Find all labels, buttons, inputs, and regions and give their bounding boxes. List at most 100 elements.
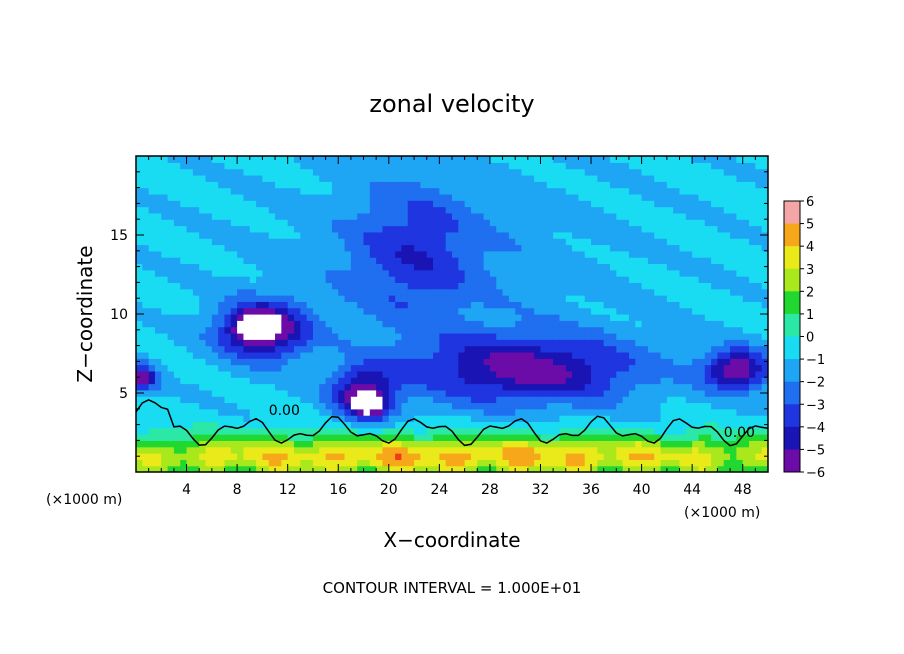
field-cell <box>287 181 295 189</box>
field-cell <box>369 364 377 372</box>
field-cell <box>433 320 440 328</box>
field-cell <box>527 244 535 252</box>
field-cell <box>218 377 226 385</box>
field-cell <box>357 408 365 416</box>
field-cell <box>521 257 529 265</box>
field-cell <box>502 358 510 366</box>
field-cell <box>287 307 295 315</box>
field-cell <box>148 396 156 404</box>
field-cell <box>173 162 181 170</box>
field-cell <box>433 396 440 404</box>
field-cell <box>458 307 466 315</box>
field-cell <box>591 370 598 378</box>
field-cell <box>666 370 674 378</box>
field-cell <box>578 162 586 170</box>
field-cell <box>591 427 598 435</box>
field-cell <box>376 219 384 227</box>
field-cell <box>325 263 333 271</box>
field-cell <box>603 295 611 302</box>
field-cell <box>508 453 516 460</box>
field-cell <box>508 162 516 170</box>
field-cell <box>553 383 561 391</box>
field-cell <box>319 269 327 277</box>
field-cell <box>275 225 282 233</box>
field-cell <box>654 345 662 353</box>
field-cell <box>243 326 251 334</box>
field-cell <box>211 446 219 454</box>
field-cell <box>287 389 295 397</box>
field-cell <box>578 187 586 195</box>
field-cell <box>692 269 700 277</box>
field-cell <box>306 351 314 359</box>
field-cell <box>363 396 371 404</box>
field-cell <box>730 320 737 328</box>
field-cell <box>553 427 561 435</box>
field-cell <box>685 231 693 239</box>
field-cell <box>464 193 472 201</box>
field-cell <box>376 276 384 283</box>
field-cell <box>369 250 377 258</box>
field-cell <box>230 389 238 397</box>
field-cell <box>306 446 314 454</box>
field-cell <box>294 276 301 283</box>
field-cell <box>692 389 700 397</box>
field-cell <box>407 244 415 252</box>
field-cell <box>730 263 737 271</box>
field-cell <box>395 383 403 391</box>
field-cell <box>173 465 181 472</box>
field-cell <box>673 326 681 334</box>
field-cell <box>452 389 459 397</box>
field-cell <box>338 408 346 416</box>
field-cell <box>306 244 314 252</box>
field-cell <box>628 345 636 353</box>
field-cell <box>685 440 693 448</box>
field-cell <box>294 364 301 372</box>
field-cell <box>275 156 282 163</box>
field-cell <box>597 257 605 265</box>
field-cell <box>275 174 282 182</box>
field-cell <box>363 339 371 347</box>
field-cell <box>698 295 706 302</box>
field-cell <box>647 282 655 290</box>
field-cell <box>180 364 188 372</box>
field-cell <box>521 269 529 277</box>
field-cell <box>489 396 497 404</box>
field-cell <box>679 244 687 252</box>
field-cell <box>717 225 725 233</box>
field-cell <box>711 257 719 265</box>
field-cell <box>401 434 409 441</box>
field-cell <box>540 351 548 359</box>
field-cell <box>673 345 681 353</box>
field-cell <box>749 288 756 296</box>
field-cell <box>426 225 434 233</box>
field-cell <box>723 408 731 416</box>
field-cell <box>237 174 245 182</box>
field-cell <box>452 446 459 454</box>
field-cell <box>300 225 308 233</box>
field-cell <box>692 200 700 208</box>
field-cell <box>142 440 150 448</box>
field-cell <box>167 244 175 252</box>
field-cell <box>704 440 712 448</box>
field-cell <box>211 396 219 404</box>
field-cell <box>281 212 289 220</box>
field-cell <box>199 364 207 372</box>
field-cell <box>452 269 459 277</box>
field-cell <box>553 193 561 201</box>
field-cell <box>546 421 554 429</box>
field-cell <box>350 238 358 246</box>
field-cell <box>464 459 472 467</box>
field-cell <box>464 168 472 176</box>
field-cell <box>433 459 440 467</box>
field-cell <box>401 282 409 290</box>
field-cell <box>148 339 156 347</box>
field-cell <box>711 446 719 454</box>
field-cell <box>540 446 548 454</box>
field-cell <box>723 250 731 258</box>
field-cell <box>395 200 403 208</box>
field-cell <box>350 370 358 378</box>
field-cell <box>477 370 485 378</box>
field-cell <box>749 156 756 163</box>
field-cell <box>711 168 719 176</box>
field-cell <box>540 187 548 195</box>
